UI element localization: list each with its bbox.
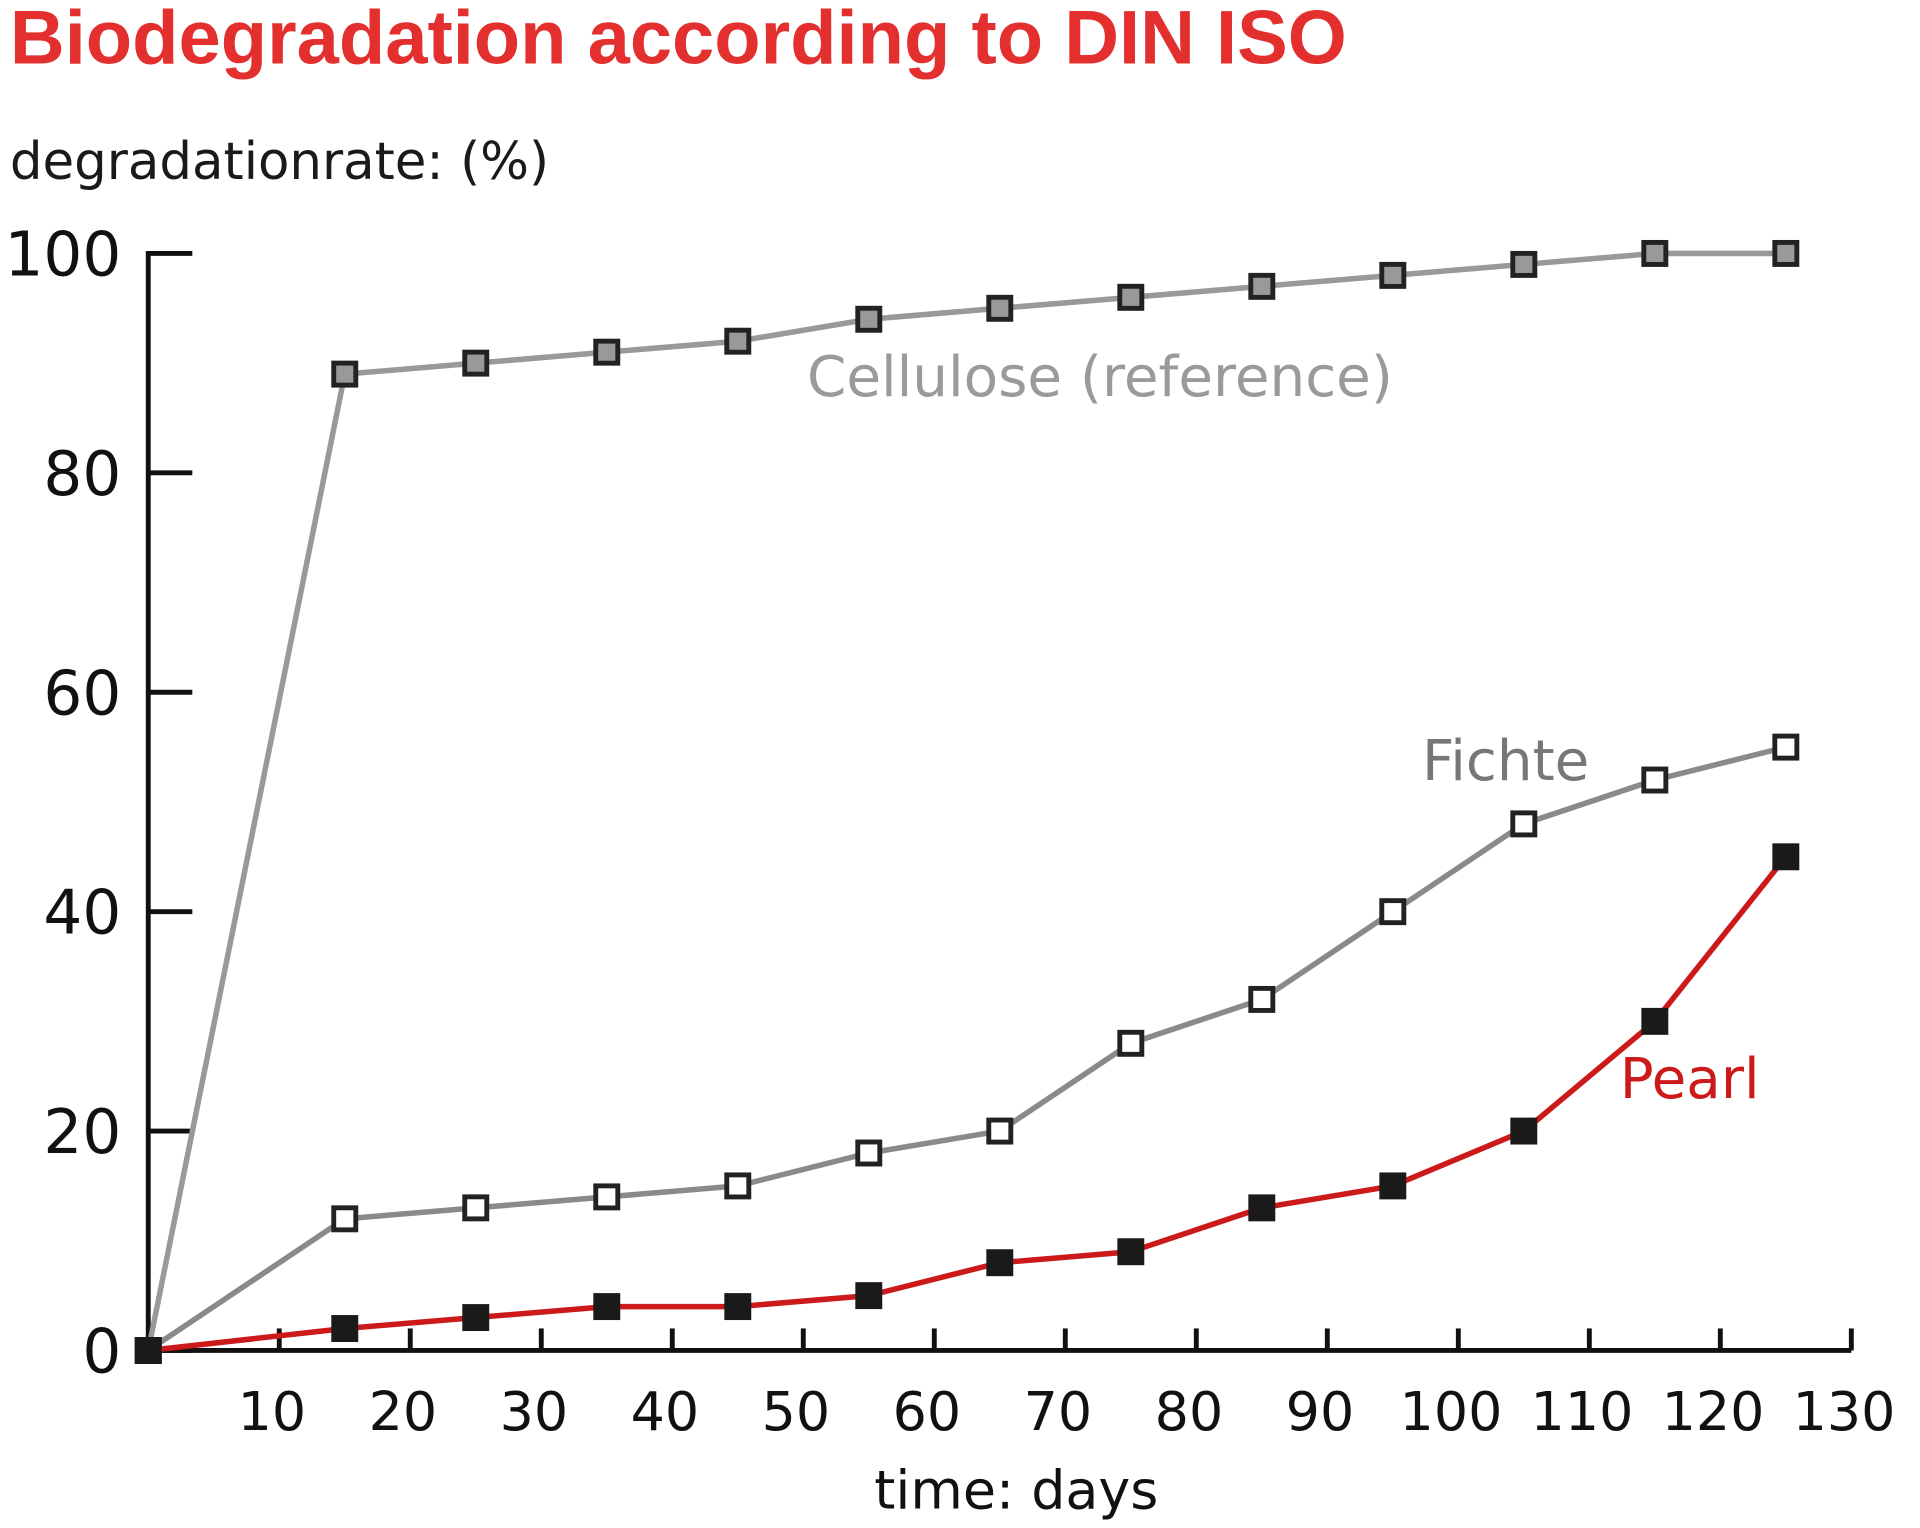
- data-point: [462, 1194, 490, 1222]
- data-point: [1248, 1194, 1276, 1222]
- y-axis-label: degradationrate: (%): [10, 132, 549, 192]
- series-group: Cellulose (reference) Fichte Pearl: [134, 239, 1800, 1364]
- y-tick-label: 40: [43, 878, 121, 949]
- x-tick-label: 120: [1662, 1380, 1765, 1443]
- data-point: [134, 1337, 162, 1364]
- x-tick-label: 70: [1024, 1380, 1093, 1443]
- y-tick-label: 20: [43, 1097, 121, 1168]
- data-point: [986, 294, 1014, 322]
- x-tick-label: 50: [762, 1380, 831, 1443]
- data-point: [1379, 1172, 1407, 1200]
- series-label: Cellulose (reference): [807, 345, 1393, 410]
- data-point: [1641, 239, 1669, 267]
- data-point: [855, 1282, 883, 1310]
- data-point: [724, 1172, 752, 1200]
- axes: 0 20 40 60 80 100 10 20 30 40 50 60 70 80 90 100 110 120 1…: [4, 219, 1895, 1443]
- x-tick-label: 40: [631, 1380, 700, 1443]
- x-tick-label: 100: [1400, 1380, 1503, 1443]
- data-point: [1248, 985, 1276, 1013]
- data-point: [331, 1205, 359, 1233]
- data-point: [855, 1139, 883, 1167]
- x-axis-label: time: days: [874, 1458, 1158, 1521]
- data-point: [724, 327, 752, 355]
- data-point: [593, 1183, 621, 1211]
- x-tick-label: 30: [500, 1380, 569, 1443]
- y-tick-label: 80: [43, 439, 121, 510]
- data-point: [1510, 1117, 1538, 1145]
- data-point: [855, 305, 883, 333]
- chart-title: Biodegradation according to DIN ISO: [10, 0, 1347, 81]
- data-point: [986, 1249, 1014, 1277]
- data-point: [593, 1293, 621, 1321]
- x-tick-label: 10: [238, 1380, 307, 1443]
- x-tick-label: 80: [1155, 1380, 1224, 1443]
- series-line: [147, 855, 1788, 1354]
- data-point: [1117, 283, 1145, 311]
- y-tick-label: 0: [82, 1317, 121, 1388]
- data-point: [1379, 261, 1407, 289]
- data-point: [593, 338, 621, 366]
- data-point: [1641, 1007, 1669, 1035]
- series-line: [146, 744, 1787, 1353]
- data-point: [1772, 239, 1800, 267]
- data-point: [462, 1304, 490, 1332]
- data-point: [1248, 272, 1276, 300]
- data-point: [1510, 250, 1538, 278]
- x-tick-label: 110: [1531, 1380, 1634, 1443]
- data-point: [1641, 766, 1669, 794]
- series-pearl: Pearl: [134, 843, 1800, 1364]
- data-point: [331, 1315, 359, 1342]
- data-point: [724, 1293, 752, 1321]
- series-label: Fichte: [1422, 729, 1589, 794]
- x-tick-label: 130: [1793, 1380, 1896, 1443]
- data-point: [1510, 810, 1538, 838]
- data-point: [1772, 843, 1800, 871]
- data-point: [462, 349, 490, 377]
- series-label: Pearl: [1620, 1047, 1760, 1112]
- data-point: [1117, 1029, 1145, 1057]
- y-tick-label: 60: [43, 658, 121, 729]
- x-tick-label: 60: [893, 1380, 962, 1443]
- data-point: [1379, 898, 1407, 926]
- series-cellulose: Cellulose (reference): [134, 239, 1800, 1364]
- data-point: [331, 360, 359, 388]
- series-line: [145, 250, 1786, 1352]
- series-fichte: Fichte: [134, 729, 1800, 1364]
- x-tick-label: 90: [1286, 1380, 1355, 1443]
- data-point: [986, 1117, 1014, 1145]
- data-point: [1772, 733, 1800, 761]
- x-tick-label: 20: [369, 1380, 438, 1443]
- y-tick-label: 100: [4, 219, 121, 290]
- data-point: [1117, 1238, 1145, 1266]
